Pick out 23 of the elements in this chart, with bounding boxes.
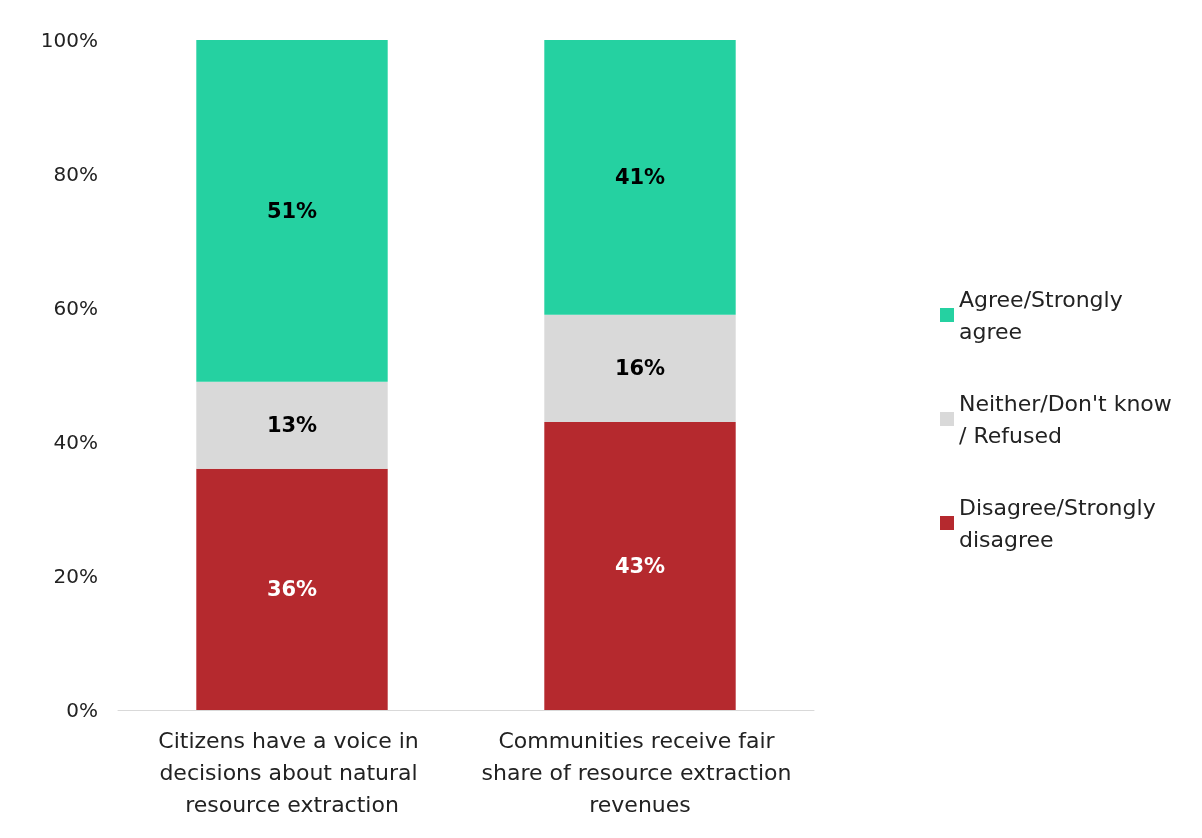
bar [544, 421, 736, 710]
y-tick-label: 0% [66, 698, 98, 722]
bar [196, 468, 388, 710]
bar [196, 381, 388, 469]
y-tick-label: 40% [53, 430, 98, 454]
y-tick-label: 100% [40, 28, 98, 52]
legend-label: Disagree/Strongly disagree [959, 494, 1163, 552]
data-label: 43% [614, 553, 666, 578]
x-tick-label: Citizens have a voice in decisions about natural resource extraction [158, 727, 426, 817]
bar [544, 40, 736, 315]
y-tick-label: 80% [53, 162, 98, 186]
data-label: 13% [266, 413, 318, 438]
data-label: 16% [614, 356, 666, 381]
data-label: 36% [266, 577, 318, 602]
y-tick-label: 20% [53, 564, 98, 588]
y-tick-label: 60% [53, 296, 98, 320]
legend-label: Neither/Don't know/ Refused [959, 390, 1172, 448]
data-label: 41% [614, 165, 666, 190]
data-label: 51% [266, 198, 318, 223]
legend-label: Agree/Strongly agree [959, 286, 1130, 344]
bar [544, 314, 736, 422]
x-tick-label: Communities receive fair share of resource extraction revenues [481, 727, 799, 817]
bar [196, 40, 388, 382]
